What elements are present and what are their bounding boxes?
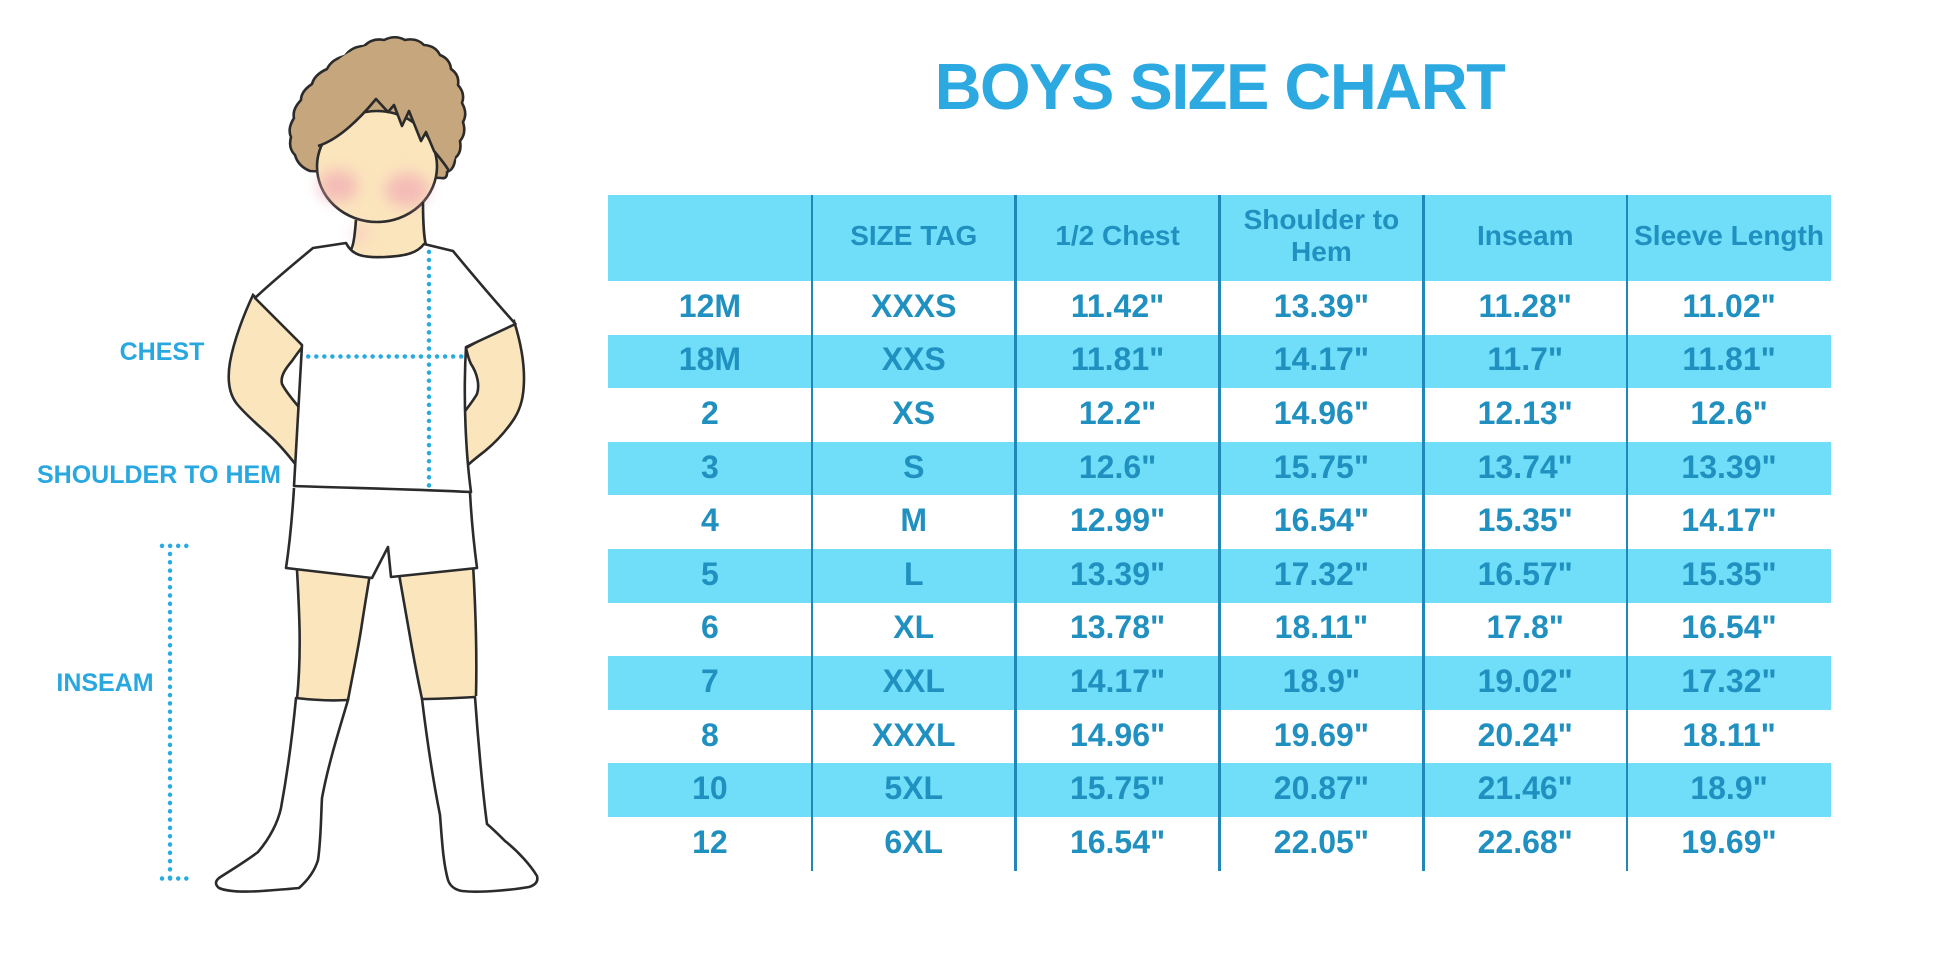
svg-text:INSEAM: INSEAM bbox=[56, 669, 153, 697]
svg-text:SHOULDER TO HEM: SHOULDER TO HEM bbox=[37, 461, 281, 489]
svg-text:CHEST: CHEST bbox=[120, 338, 205, 366]
